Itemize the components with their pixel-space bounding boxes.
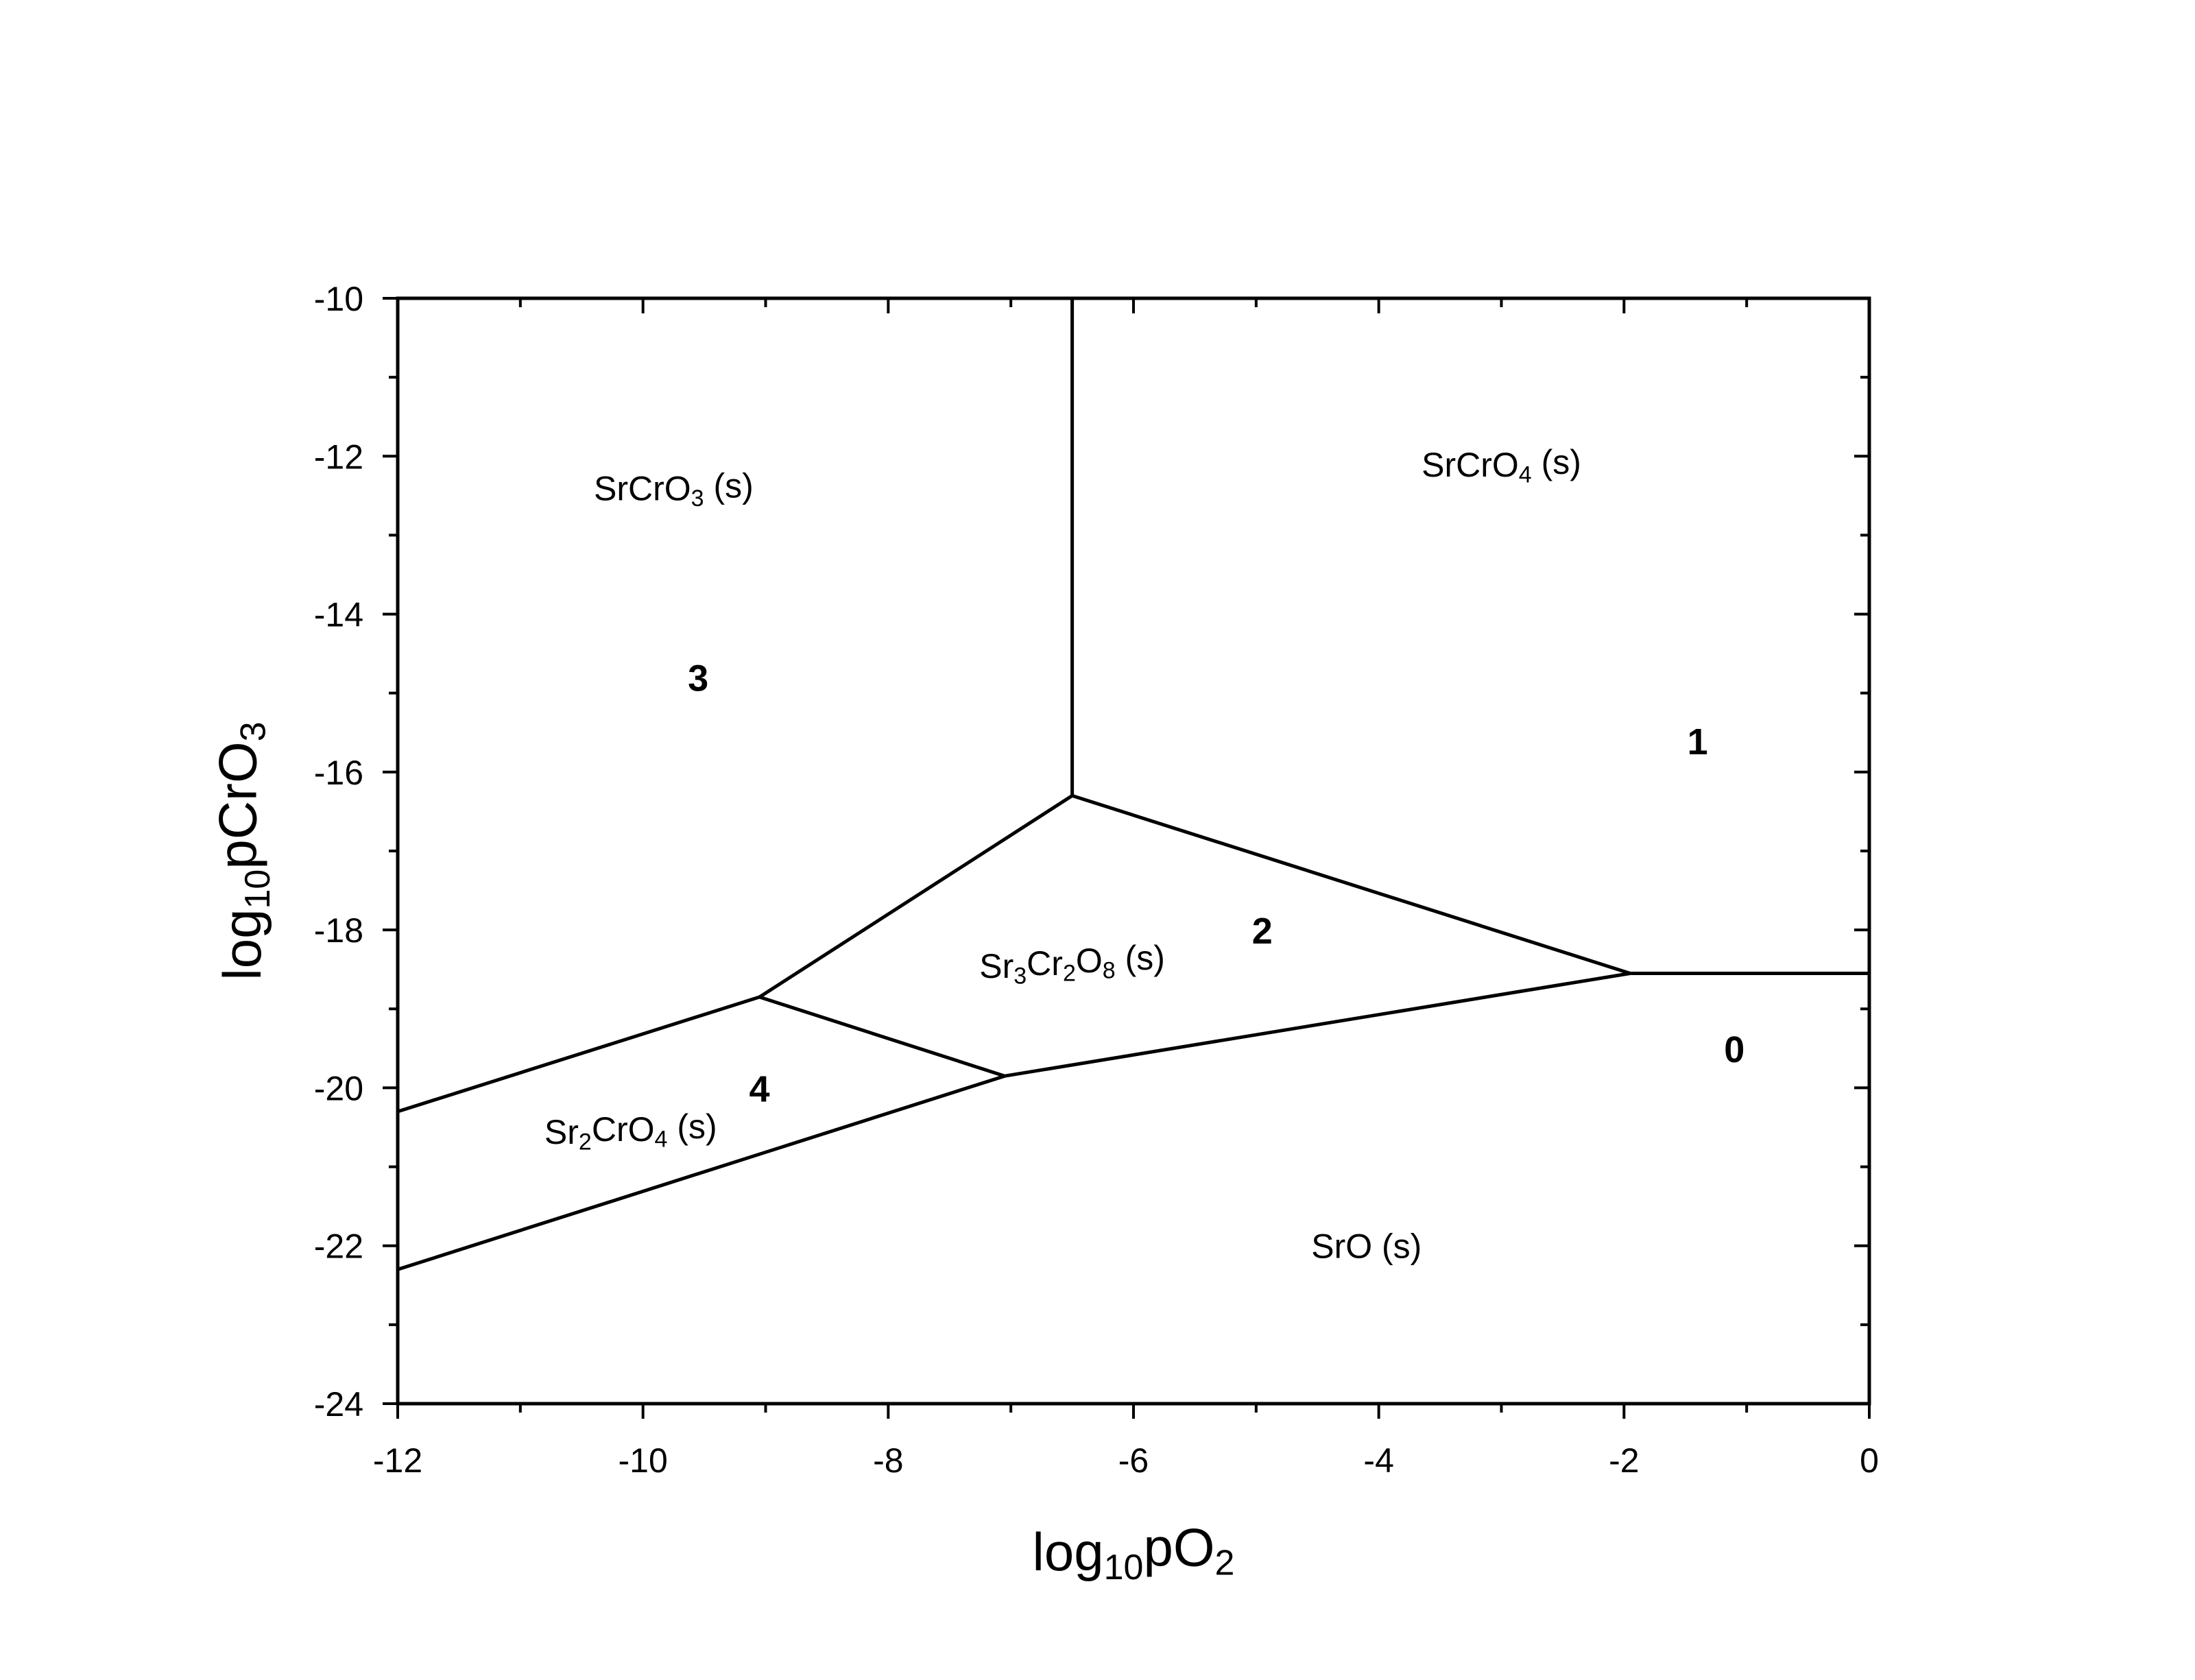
x-tick-label: -2 [1609, 1441, 1639, 1480]
phase-boundary-3-4 [397, 995, 760, 1114]
region-label-sr2cro4: Sr2CrO4 (s) [544, 1107, 717, 1155]
axis-tick-labels: -12 -10 -8 -6 -4 -2 0-10-12-14-16-18-20-22-24 [314, 280, 1879, 1480]
x-tick-label: 0 [1860, 1441, 1879, 1480]
y-tick-label: -20 [314, 1069, 363, 1107]
y-tick-label: -18 [314, 911, 363, 950]
phase-boundary-1-2 [1071, 794, 1631, 975]
region-number: 0 [1724, 1029, 1744, 1070]
axis-ticks [383, 297, 1871, 1419]
y-axis-title: log10pCrO3 [208, 721, 278, 980]
y-tick-label: -10 [314, 280, 363, 318]
x-tick-label: -6 [1118, 1441, 1149, 1480]
y-tick-label: -14 [314, 596, 363, 634]
y-tick-label: -12 [314, 437, 363, 476]
region-label-srcro4: SrCrO4 (s) [1422, 443, 1581, 488]
region-label-srcro3: SrCrO3 (s) [594, 466, 754, 512]
y-tick-label: -22 [314, 1227, 363, 1266]
region-label-sro: SrO (s) [1311, 1227, 1422, 1266]
region-number: 1 [1688, 721, 1708, 763]
phase-boundary-3-2 [758, 794, 1073, 999]
region-number: 2 [1252, 911, 1273, 952]
plot-frame [396, 296, 1871, 1406]
x-tick-label: -8 [873, 1441, 903, 1480]
phase-boundary-2-0 [1004, 972, 1631, 1078]
phase-boundary-4-0 [397, 1074, 1005, 1271]
region-label-sr3cr2o8: Sr3Cr2O8 (s) [979, 939, 1165, 989]
phase-boundary-4-2 [758, 995, 1005, 1078]
region-numbers: 3 1 2 4 0 [688, 658, 1744, 1110]
region-number: 4 [749, 1068, 770, 1109]
x-tick-label: -12 [373, 1441, 422, 1480]
phase-boundaries [397, 298, 1869, 1271]
x-tick-label: -4 [1363, 1441, 1393, 1480]
y-tick-label: -16 [314, 754, 363, 792]
x-axis-title: log10pO2 [1033, 1517, 1235, 1588]
y-tick-label: -24 [314, 1385, 363, 1424]
region-number: 3 [688, 658, 708, 699]
region-labels: SrCrO3 (s) SrCrO4 (s) Sr3Cr2O8 (s) Sr2CrO4 … [544, 443, 1581, 1266]
x-tick-label: -10 [619, 1441, 668, 1480]
